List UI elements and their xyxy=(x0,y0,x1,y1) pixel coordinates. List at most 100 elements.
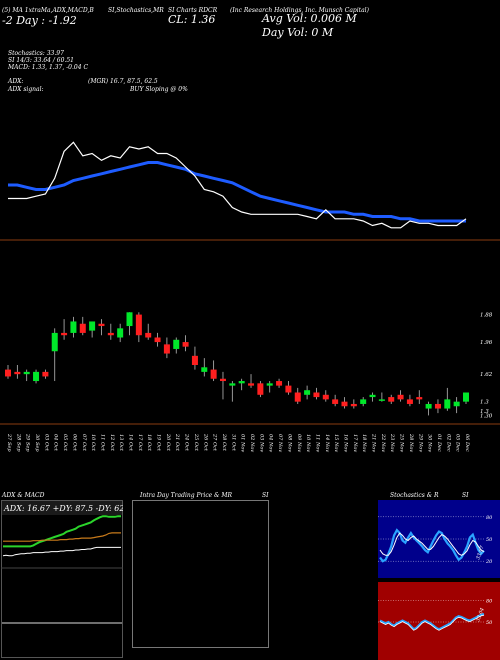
indicator-si: SI 14/3: 33.64 / 60.51 xyxy=(8,57,74,64)
date-tick-label: 01 Nov xyxy=(240,434,246,452)
price-axis-label: 1.96 xyxy=(480,340,493,346)
candle xyxy=(33,369,40,384)
candle xyxy=(98,319,105,336)
candle xyxy=(70,316,77,338)
candle xyxy=(154,332,161,347)
candle xyxy=(285,381,292,395)
intraday-panel-right-label: SI xyxy=(262,492,269,499)
stoch-d-line xyxy=(379,532,485,556)
date-tick-label: 14 Nov xyxy=(324,434,330,452)
candle xyxy=(350,399,357,409)
candle xyxy=(257,381,264,398)
adx-line xyxy=(3,515,121,548)
candle xyxy=(434,399,441,414)
candle xyxy=(145,323,152,340)
indicator-adx-signal-value: BUY Sloping @ 0% xyxy=(130,86,188,93)
price-axis-label: 1.3 xyxy=(480,400,489,406)
candle xyxy=(332,394,339,407)
date-tick-label: 14 Oct xyxy=(128,434,134,452)
candle xyxy=(322,390,329,402)
date-tick-label: 02 Dec xyxy=(445,434,451,452)
candle xyxy=(388,394,395,404)
r-value-label: 33.04 xyxy=(475,607,486,623)
date-tick-label: 18 Nov xyxy=(361,434,367,452)
date-tick-label: 25 Nov xyxy=(399,433,405,452)
date-tick-label: 22 Nov xyxy=(380,433,386,452)
candle xyxy=(453,397,460,414)
candle xyxy=(463,392,469,404)
price-chart: 1.881.961.621.31.31.30 27 Sep 28 Sep 29 Se… xyxy=(0,141,500,452)
date-tick-label: 01 Dec xyxy=(436,434,442,452)
r-axis-label: 50 xyxy=(486,620,493,626)
close-price-line xyxy=(8,141,467,229)
r-line xyxy=(379,613,485,631)
candle xyxy=(117,323,124,343)
header-col2-line1: SI,Stochastics,MR xyxy=(108,7,164,14)
indicator-macd: MACD: 1.33, 1.37, -0.04 C xyxy=(8,64,89,71)
adx-legend: ADX: 16.67 +DY: 87.5 -DY: 62.5 xyxy=(3,504,123,513)
date-tick-label: 07 Nov xyxy=(277,434,283,452)
candle xyxy=(219,371,226,400)
candle xyxy=(191,346,198,370)
candle xyxy=(107,323,114,340)
price-axis-label: 1.88 xyxy=(480,313,493,319)
r-signal-line xyxy=(379,614,485,631)
candle xyxy=(42,369,49,379)
date-tick-label: 17 Oct xyxy=(137,434,143,452)
date-tick-label: 18 Oct xyxy=(146,434,152,452)
date-tick-label: 08 Nov xyxy=(286,434,292,452)
date-tick-label: 28 Oct xyxy=(221,433,227,452)
header-col3-line1: SI Charts RDCR xyxy=(168,7,218,14)
candle xyxy=(210,360,217,382)
stoch-value-label: 33.97 xyxy=(475,544,486,560)
date-tick-label: 17 Nov xyxy=(352,434,358,452)
date-tick-label: 02 Nov xyxy=(249,434,255,452)
date-tick-label: 05 Dec xyxy=(455,434,461,452)
indicator-adx-values: (MGR) 16.7, 87.5, 62.5 xyxy=(88,78,158,85)
candle xyxy=(304,385,311,400)
stoch-panel-title: Stochastics & R xyxy=(390,492,439,499)
moving-average-line xyxy=(8,161,466,223)
date-tick-label: 28 Sep xyxy=(15,433,21,452)
date-tick-label: 30 Nov xyxy=(427,434,433,452)
candle xyxy=(173,337,180,354)
candle xyxy=(248,374,255,388)
plus-di-line xyxy=(2,546,121,557)
date-tick-label: 20 Oct xyxy=(165,433,171,452)
candle xyxy=(5,365,11,379)
date-tick-label: 24 Oct xyxy=(184,433,190,452)
candle xyxy=(126,312,133,336)
candle xyxy=(182,335,189,352)
indicator-adx-signal: ADX signal: xyxy=(8,86,44,93)
adx-macd-panel: ADX: 16.67 +DY: 87.5 -DY: 62.5 xyxy=(1,500,123,658)
candle xyxy=(369,392,376,402)
candle xyxy=(313,387,320,400)
date-tick-label: 29 Nov xyxy=(417,433,423,452)
candle xyxy=(406,394,413,407)
date-tick-label: 06 Oct xyxy=(71,434,77,452)
candle xyxy=(266,381,273,393)
date-tick-label: 19 Oct xyxy=(156,434,162,452)
date-tick-label: 11 Oct xyxy=(99,434,105,452)
candle xyxy=(341,397,348,409)
candle xyxy=(14,365,21,379)
candle xyxy=(238,378,245,391)
candle xyxy=(397,390,404,402)
candle xyxy=(51,328,58,382)
candle xyxy=(79,316,86,336)
price-axis-label: 1.30 xyxy=(480,413,493,419)
minus-di-line xyxy=(3,532,121,542)
candle xyxy=(135,312,142,343)
date-tick-label: 27 Oct xyxy=(212,433,218,452)
candle xyxy=(201,358,208,377)
date-tick-label: 09 Nov xyxy=(296,434,302,452)
price-axis-label: 1.3 xyxy=(480,409,489,415)
header-day-vol: Day Vol: 0 M xyxy=(262,26,334,39)
date-tick-label: 21 Nov xyxy=(371,433,377,452)
intraday-panel xyxy=(132,500,269,648)
date-tick-label: 28 Nov xyxy=(408,433,414,452)
candle xyxy=(276,378,283,388)
date-tick-label: 31 Oct xyxy=(230,434,236,452)
date-tick-label: 30 Sep xyxy=(34,434,40,452)
header-col1-line1: (5) MA 1xtraMa,ADX,MACD,B xyxy=(2,7,94,14)
